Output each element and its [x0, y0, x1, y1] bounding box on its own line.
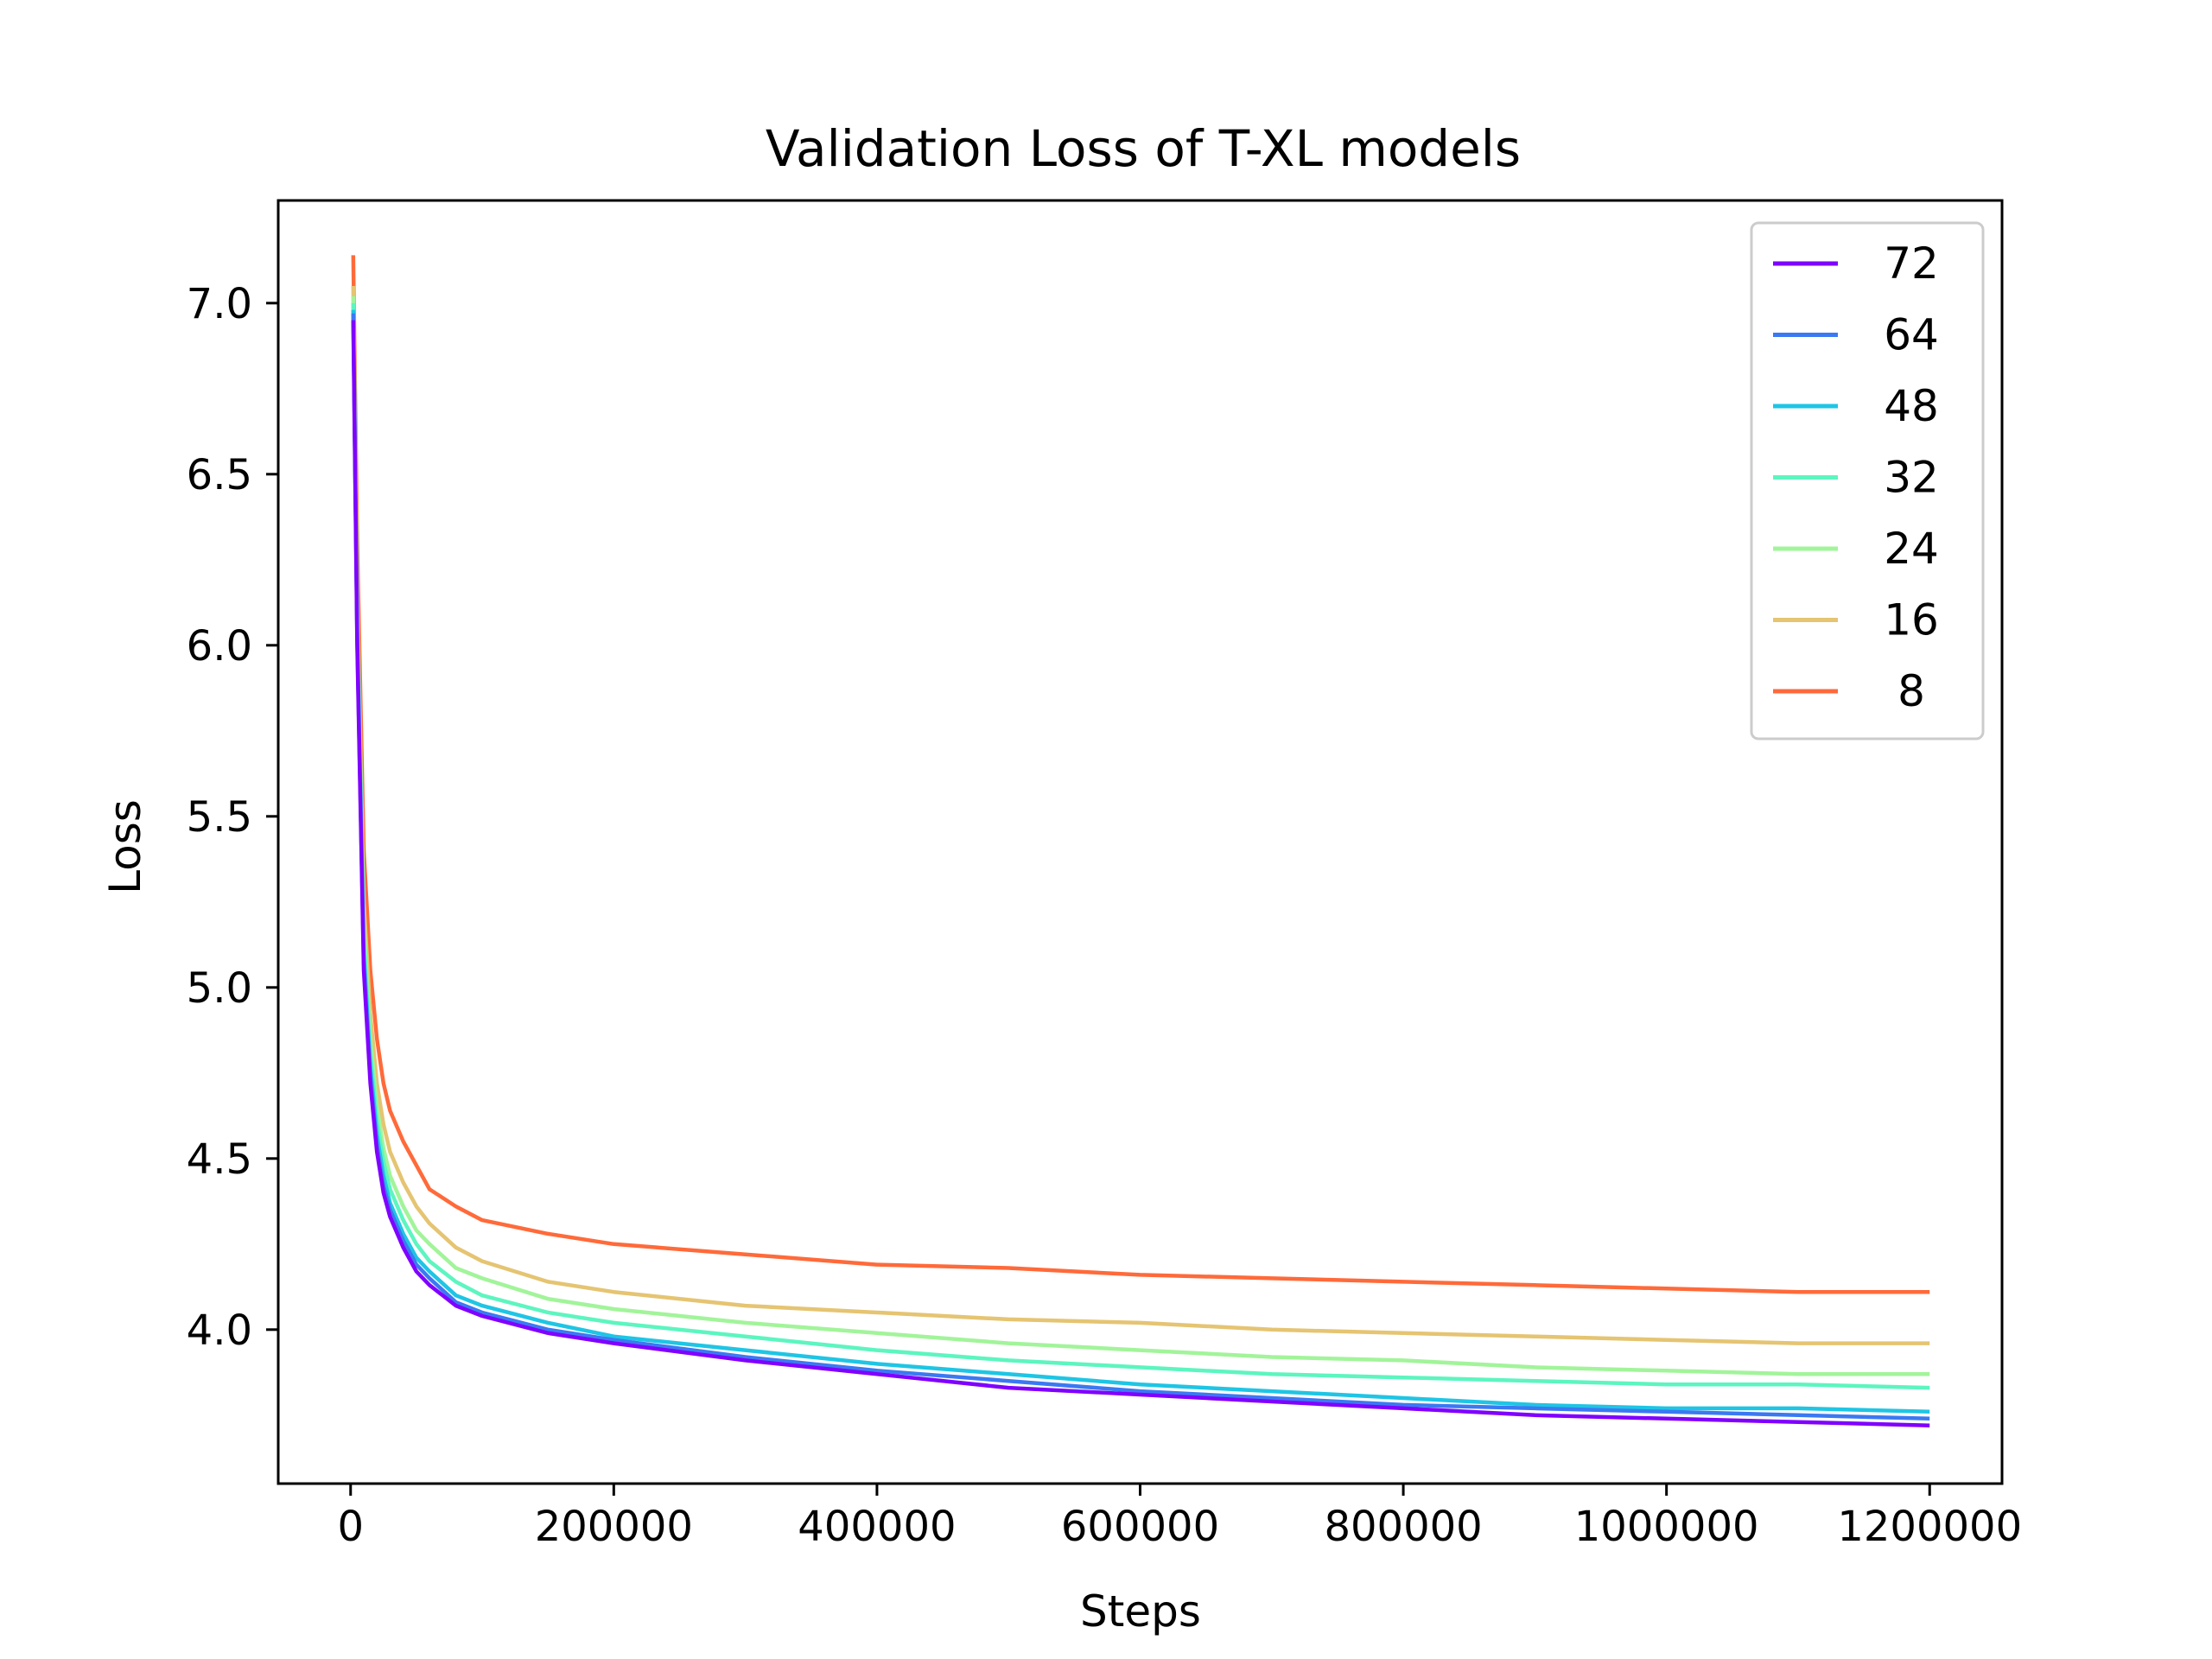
x-tick-label: 400000 [798, 1503, 956, 1551]
x-tick-label: 0 [337, 1503, 364, 1551]
legend-box [1750, 221, 1985, 741]
series-line-16 [351, 285, 1930, 1345]
y-tick-label: 4.5 [187, 1135, 252, 1184]
x-tick-label: 1200000 [1837, 1503, 2022, 1551]
x-tick-label: 600000 [1061, 1503, 1219, 1551]
legend-label-32: 32 [1884, 453, 1939, 503]
chart-title: Validation Loss of T-XL models [766, 119, 1521, 178]
legend-label-24: 24 [1884, 524, 1939, 574]
series-line-72 [351, 320, 1930, 1427]
legend: 72 64 48 32 24 16 8 [1750, 221, 1985, 741]
y-tick-label: 5.5 [187, 793, 252, 842]
legend-label-48: 48 [1884, 381, 1939, 431]
y-tick-label: 7.0 [187, 280, 252, 328]
legend-label-72: 72 [1884, 238, 1939, 289]
legend-label-64: 64 [1884, 310, 1939, 360]
y-tick-label: 6.5 [187, 451, 252, 499]
x-tick-label: 200000 [535, 1503, 693, 1551]
legend-label-8: 8 [1897, 666, 1925, 716]
series-layer [351, 255, 1930, 1427]
x-tick-label: 1000000 [1574, 1503, 1759, 1551]
y-tick-label: 5.0 [187, 964, 252, 1013]
y-tick-label: 6.0 [187, 622, 252, 671]
series-line-8 [351, 255, 1930, 1294]
y-axis-label: Loss [100, 799, 150, 894]
x-axis: 0 200000 400000 600000 800000 1000000 1200000 [337, 1484, 2022, 1551]
y-tick-label: 4.0 [187, 1306, 252, 1355]
legend-label-16: 16 [1884, 595, 1939, 645]
x-tick-label: 800000 [1324, 1503, 1482, 1551]
x-axis-label: Steps [1080, 1586, 1201, 1637]
y-axis: 4.0 4.5 5.0 5.5 6.0 6.5 7.0 [187, 280, 278, 1355]
